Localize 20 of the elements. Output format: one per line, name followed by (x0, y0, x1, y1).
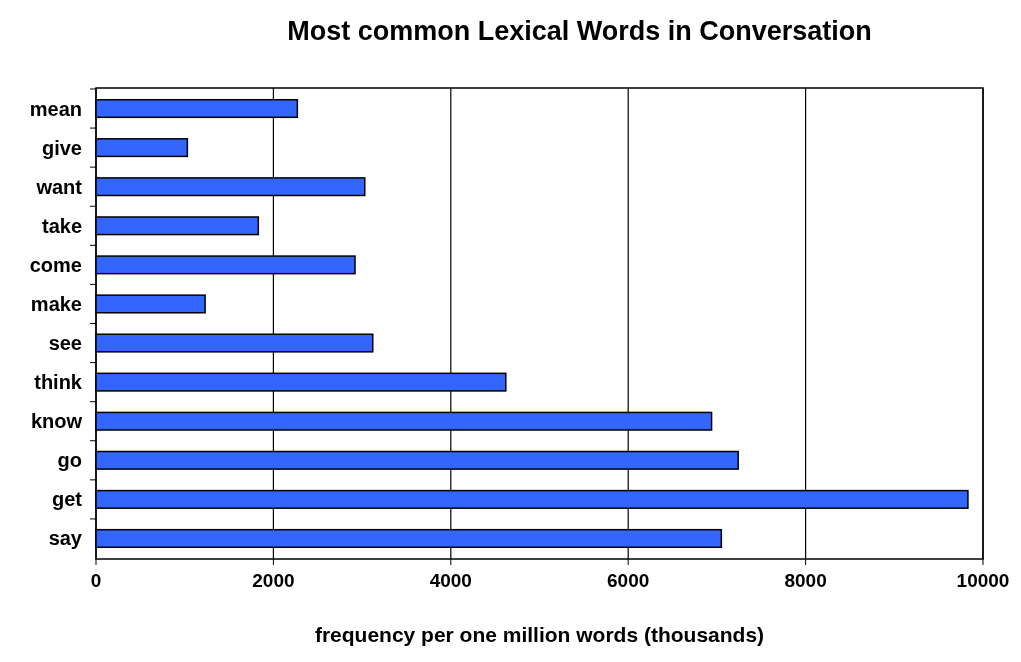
x-tick-label: 2000 (252, 570, 295, 591)
y-tick-label: want (35, 175, 83, 198)
x-tick-label: 4000 (429, 570, 472, 591)
y-tick-label: give (41, 136, 82, 159)
x-tick-label: 8000 (784, 570, 827, 591)
y-tick-label: mean (29, 97, 82, 120)
x-tick-label: 0 (90, 570, 102, 591)
y-tick-label: think (34, 371, 83, 394)
x-tick-label: 6000 (607, 570, 650, 591)
y-tick-label: see (48, 332, 82, 355)
y-tick-label: make (30, 292, 82, 315)
y-tick-label: know (30, 410, 83, 433)
y-tick-label: go (57, 449, 82, 472)
y-tick-label: come (29, 253, 82, 276)
y-tick-label: get (52, 488, 83, 511)
x-tick-label: 10000 (956, 570, 1010, 591)
y-tick-label: say (48, 527, 83, 550)
x-axis-title: frequency per one million words (thousands) (314, 623, 765, 646)
y-tick-label: take (41, 214, 82, 237)
chart-title: Most common Lexical Words in Conversation (287, 16, 872, 46)
